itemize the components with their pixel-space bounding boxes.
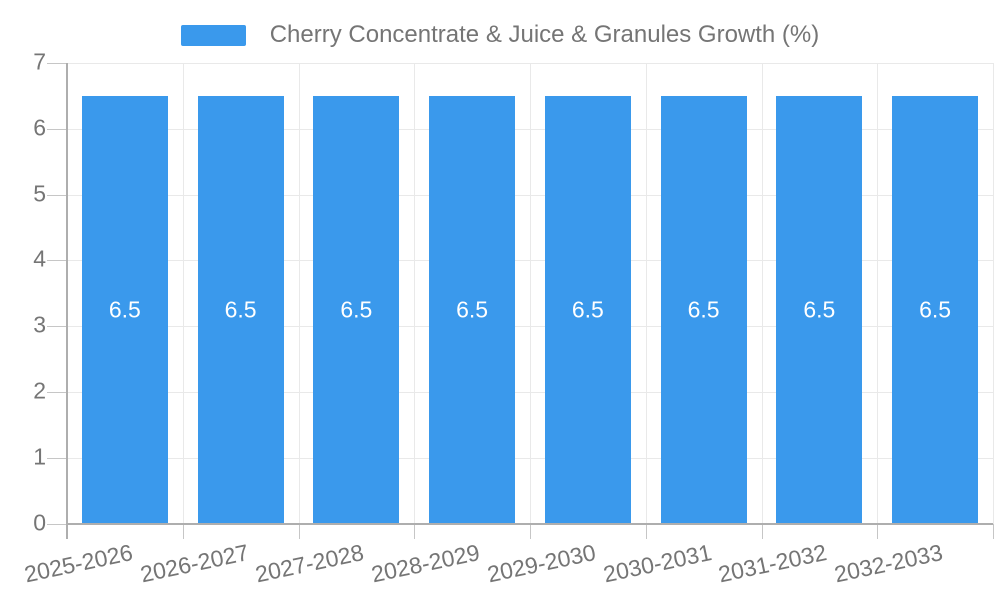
y-axis-tick-label: 5 (33, 180, 46, 207)
bar-value-label: 6.5 (340, 296, 373, 323)
bar-value-label: 6.5 (919, 296, 952, 323)
y-axis-tick (47, 326, 67, 328)
y-axis-tick (47, 63, 67, 64)
x-axis-tick (530, 523, 531, 539)
gridline-vertical (993, 63, 994, 524)
gridline-vertical (877, 63, 879, 524)
y-axis-tick (47, 523, 67, 525)
x-axis-tick (182, 523, 184, 539)
gridline-vertical (530, 63, 531, 524)
x-axis-tick-label: 2026-2027 (137, 539, 251, 588)
x-axis-tick-label: 2032-2033 (832, 539, 946, 588)
bar-value-label: 6.5 (687, 296, 720, 323)
bar-value-label: 6.5 (456, 296, 489, 323)
y-axis-tick-label: 3 (33, 311, 46, 338)
y-axis-tick (47, 391, 67, 393)
bar[interactable] (660, 95, 747, 524)
bar-value-label: 6.5 (803, 296, 836, 323)
x-axis-tick (761, 523, 763, 539)
x-axis-tick (298, 523, 300, 539)
gridline-vertical (182, 63, 184, 524)
bar[interactable] (544, 95, 631, 524)
x-axis-tick-label: 2028-2029 (369, 539, 483, 588)
legend[interactable]: Cherry Concentrate & Juice & Granules Gr… (0, 22, 1000, 48)
x-axis-tick (993, 523, 994, 539)
bar[interactable] (429, 95, 516, 524)
bar[interactable] (892, 95, 979, 524)
bar-value-label: 6.5 (224, 296, 257, 323)
y-axis-tick-label: 7 (33, 48, 46, 75)
gridline-vertical (414, 63, 416, 524)
y-axis-tick-label: 0 (33, 509, 46, 536)
y-axis-tick (47, 128, 67, 130)
x-axis-tick-label: 2030-2031 (600, 539, 714, 588)
x-axis-tick (414, 523, 416, 539)
bar-value-label: 6.5 (108, 296, 141, 323)
y-axis-tick-label: 6 (33, 114, 46, 141)
y-axis-tick-label: 1 (33, 443, 46, 470)
bar[interactable] (81, 95, 168, 524)
bar[interactable] (776, 95, 863, 524)
x-axis-tick (645, 523, 647, 539)
y-axis-tick (47, 457, 67, 459)
y-axis-tick-label: 2 (33, 377, 46, 404)
x-axis-tick (877, 523, 879, 539)
y-axis-tick (47, 260, 67, 262)
gridline-vertical (761, 63, 763, 524)
y-axis-tick (47, 194, 67, 196)
bar-value-label: 6.5 (571, 296, 604, 323)
y-axis-line (66, 63, 68, 539)
x-axis-tick-label: 2029-2030 (484, 539, 598, 588)
x-axis-tick-label: 2025-2026 (21, 539, 135, 588)
x-axis-tick-label: 2027-2028 (253, 539, 367, 588)
bar[interactable] (313, 95, 400, 524)
gridline-vertical (298, 63, 300, 524)
y-axis-tick-label: 4 (33, 245, 46, 272)
x-axis-tick-label: 2031-2032 (716, 539, 830, 588)
bar[interactable] (197, 95, 284, 524)
legend-swatch (180, 24, 246, 46)
gridline-vertical (645, 63, 647, 524)
legend-label: Cherry Concentrate & Juice & Granules Gr… (269, 21, 820, 48)
x-axis-line (67, 522, 993, 525)
